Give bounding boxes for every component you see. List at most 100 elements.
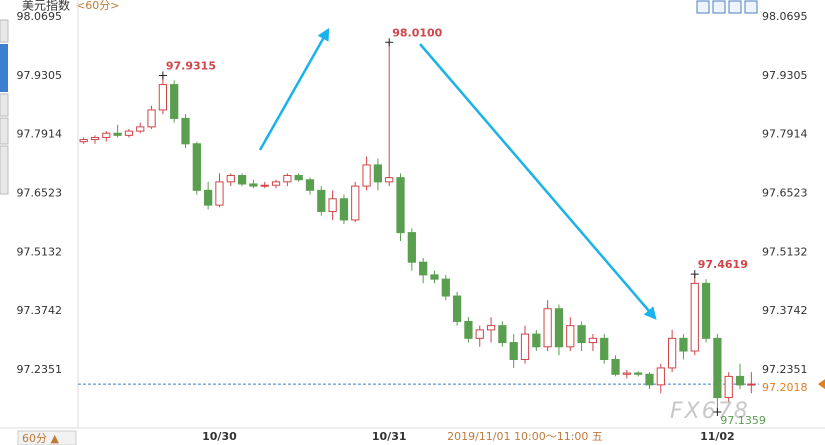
- candle-body: [102, 132, 111, 138]
- candle-body: [204, 189, 213, 206]
- candle-body: [305, 179, 315, 191]
- candle-body: [79, 139, 88, 143]
- candle-body: [611, 358, 620, 375]
- candle-body: [237, 175, 247, 185]
- last-price-label: 97.2018: [762, 381, 808, 394]
- annotation-marker: [690, 270, 699, 279]
- side-tabs: [0, 19, 9, 195]
- y2-tick-label: 97.6523: [762, 187, 808, 200]
- x-tick-label: 11/02: [700, 430, 735, 443]
- annotation-marker: [385, 38, 394, 47]
- y-tick-label: 97.9305: [17, 69, 63, 82]
- candle-body: [566, 325, 575, 348]
- y2-tick-label: 97.9305: [762, 69, 808, 82]
- y-tick-label: 97.5132: [17, 245, 63, 258]
- y2-tick-label: 97.2351: [762, 363, 808, 376]
- candle-body: [136, 126, 145, 132]
- candle-body: [520, 333, 530, 360]
- candle-body: [690, 282, 699, 352]
- x-tick-label: 10/30: [202, 430, 237, 443]
- candle-body: [622, 372, 631, 375]
- candle-body: [294, 175, 303, 181]
- candle-body: [419, 261, 428, 276]
- chart-title: 美元指数: [22, 0, 70, 13]
- candle-body: [668, 337, 677, 369]
- candle-body: [656, 367, 665, 386]
- period-button[interactable]: 60分 ▲: [22, 432, 59, 445]
- candle-body: [215, 181, 224, 206]
- y-tick-label: 97.7914: [17, 128, 63, 141]
- toolbar-icons[interactable]: [696, 0, 758, 14]
- candle-body: [385, 177, 394, 183]
- candle-body: [158, 84, 167, 111]
- x-tick-label: 2019/11/01 10:00～11:00 五: [447, 430, 603, 443]
- last-price-marker: [818, 379, 825, 390]
- y-tick-label: 98.0695: [17, 10, 63, 23]
- annotation-label: 97.9315: [166, 59, 216, 72]
- trend-arrow: [258, 27, 330, 151]
- candle-body: [362, 164, 371, 187]
- candle-body: [724, 375, 733, 399]
- watermark: FX678: [670, 399, 750, 424]
- candle-body: [498, 325, 507, 344]
- candle-body: [588, 337, 598, 344]
- last-price-box: [759, 376, 821, 393]
- candle-body: [747, 383, 756, 386]
- candle-body: [147, 109, 156, 128]
- candle-body: [600, 337, 609, 360]
- trend-arrow: [419, 43, 657, 320]
- candle-body: [328, 198, 337, 212]
- candle-body: [90, 136, 100, 141]
- candle-body: [452, 295, 462, 322]
- candle-body: [271, 181, 281, 186]
- y2-tick-label: 98.0695: [762, 10, 808, 23]
- candle-body: [543, 308, 552, 348]
- annotation-label: 97.1359: [720, 414, 766, 427]
- candle-body: [124, 130, 134, 136]
- candle-body: [396, 177, 405, 234]
- candle-body: [283, 175, 292, 183]
- candle-body: [645, 373, 654, 386]
- candle-body: [317, 189, 326, 212]
- candle-body: [554, 308, 564, 348]
- candle-body: [701, 282, 711, 339]
- candle-body: [486, 325, 496, 331]
- candle-body: [192, 143, 201, 191]
- candle-body: [509, 342, 518, 360]
- candle-body: [351, 185, 360, 221]
- candle-body: [260, 184, 269, 187]
- candle-body: [577, 325, 586, 344]
- candle-body: [226, 175, 235, 183]
- annotation-label: 98.0100: [392, 26, 442, 39]
- candle-body: [441, 278, 450, 297]
- candle-body: [407, 232, 416, 263]
- annotation-marker: [713, 407, 722, 416]
- candle-body: [249, 183, 258, 187]
- candle-body: [735, 375, 745, 386]
- candle-body: [713, 337, 722, 399]
- y-tick-label: 97.6523: [17, 187, 63, 200]
- candle-body: [475, 329, 484, 339]
- candle-body: [430, 274, 439, 280]
- period-button-box[interactable]: [17, 430, 77, 445]
- chart-subtitle: <60分>: [76, 0, 119, 12]
- y-tick-label: 97.3742: [17, 304, 63, 317]
- y2-tick-label: 97.7914: [762, 128, 808, 141]
- candle-body: [679, 337, 688, 352]
- candle-body: [373, 164, 383, 183]
- candle-body: [532, 333, 541, 348]
- candle-body: [464, 320, 473, 339]
- annotation-marker: [158, 71, 167, 80]
- x-tick-label: 10/31: [372, 430, 407, 443]
- y2-tick-label: 97.3742: [762, 304, 808, 317]
- candle-body: [339, 198, 349, 221]
- y2-tick-label: 97.5132: [762, 245, 808, 258]
- candle-body: [113, 132, 122, 136]
- candle-body: [181, 117, 190, 145]
- candle-body: [634, 372, 643, 375]
- candle-body: [170, 84, 179, 119]
- y-tick-label: 97.2351: [17, 363, 63, 376]
- annotation-label: 97.4619: [698, 258, 748, 271]
